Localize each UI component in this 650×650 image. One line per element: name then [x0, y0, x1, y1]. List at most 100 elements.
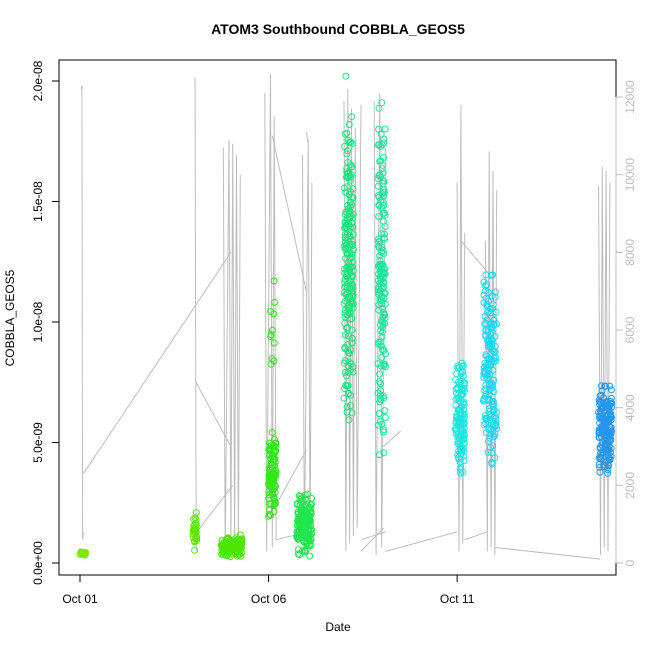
data-point [488, 459, 496, 467]
data-point [484, 343, 492, 351]
altitude-line-19 [460, 240, 488, 273]
data-point [376, 171, 384, 179]
data-point [375, 104, 383, 112]
data-point [348, 409, 356, 417]
data-point [483, 309, 491, 317]
data-point [293, 531, 301, 539]
data-point [345, 266, 353, 274]
data-point [458, 444, 466, 452]
data-point [376, 237, 384, 245]
data-point [482, 361, 490, 369]
data-point [346, 203, 354, 211]
data-point [269, 476, 277, 484]
altitude-line-16 [383, 430, 401, 447]
data-point [306, 552, 314, 560]
data-point [267, 511, 275, 519]
y2-tick-label: 12000 [623, 80, 637, 114]
data-point [296, 496, 304, 503]
data-point [307, 504, 315, 512]
data-point [377, 248, 385, 256]
data-point [485, 425, 493, 433]
data-point [604, 466, 612, 474]
data-point [460, 384, 468, 392]
data-point [348, 250, 356, 258]
data-point [191, 546, 199, 554]
data-point [305, 532, 313, 540]
data-point [381, 360, 389, 368]
data-point [374, 175, 382, 182]
y2-tick-label: 6000 [623, 316, 637, 343]
x-tick-label: Oct 01 [62, 592, 98, 606]
data-point [381, 230, 388, 238]
data-point [341, 231, 349, 239]
data-point [379, 199, 387, 206]
data-point [347, 163, 355, 171]
data-point [460, 452, 468, 460]
data-point [268, 469, 275, 477]
altitude-line-2 [194, 77, 197, 552]
data-point [377, 327, 385, 335]
data-point [340, 300, 348, 308]
data-point [487, 309, 495, 317]
data-point [488, 449, 495, 457]
y-axis: 0.0e+00 5.0e-09 1.0e-08 1.5e-08 2.0e-08 [31, 60, 60, 585]
data-point [192, 509, 200, 517]
data-point [302, 537, 310, 544]
data-point [348, 140, 356, 147]
data-point [607, 386, 615, 394]
data-point [377, 130, 385, 138]
data-point [485, 364, 493, 372]
data-point [605, 443, 613, 450]
data-point [492, 308, 500, 316]
data-point [595, 396, 603, 404]
altitude-line-23 [598, 166, 611, 556]
data-point [380, 234, 388, 242]
data-point [238, 537, 246, 544]
data-point [347, 391, 355, 399]
data-point [234, 548, 242, 556]
data-point [348, 113, 356, 121]
data-point [602, 458, 610, 466]
data-point [270, 277, 278, 285]
data-point [348, 339, 356, 347]
data-point [224, 545, 232, 553]
altitude-line-11 [305, 131, 309, 144]
data-point [341, 234, 349, 242]
data-point [218, 542, 226, 549]
data-point [375, 301, 383, 309]
y-tick-label: 1.0e-08 [31, 301, 45, 342]
data-point [375, 451, 383, 459]
altitude-line-4 [196, 484, 234, 533]
data-point [225, 542, 233, 550]
altitude-line-17 [385, 531, 458, 552]
data-point [491, 288, 499, 296]
data-point [296, 551, 304, 559]
data-point [483, 281, 490, 289]
data-point [378, 165, 386, 173]
data-point [345, 349, 353, 357]
data-point [452, 385, 460, 393]
data-point [460, 410, 468, 418]
data-point [376, 370, 384, 378]
data-point [347, 188, 355, 196]
altitude-line-20 [464, 531, 488, 541]
data-point [380, 201, 388, 209]
data-point [454, 439, 462, 447]
data-point [348, 284, 356, 292]
data-point [235, 547, 243, 555]
data-point [375, 283, 383, 291]
data-point [602, 382, 609, 390]
altitude-line-5 [222, 139, 241, 556]
data-point [381, 125, 389, 133]
y-tick-label: 2.0e-08 [31, 60, 45, 101]
altitude-line-3 [194, 380, 232, 447]
data-point [491, 342, 499, 350]
data-point [270, 436, 278, 443]
data-point [379, 328, 387, 336]
data-point [376, 252, 383, 260]
data-point [302, 520, 310, 528]
data-point [380, 426, 387, 434]
data-point [595, 429, 603, 437]
data-point [376, 264, 384, 272]
data-point [380, 309, 388, 317]
